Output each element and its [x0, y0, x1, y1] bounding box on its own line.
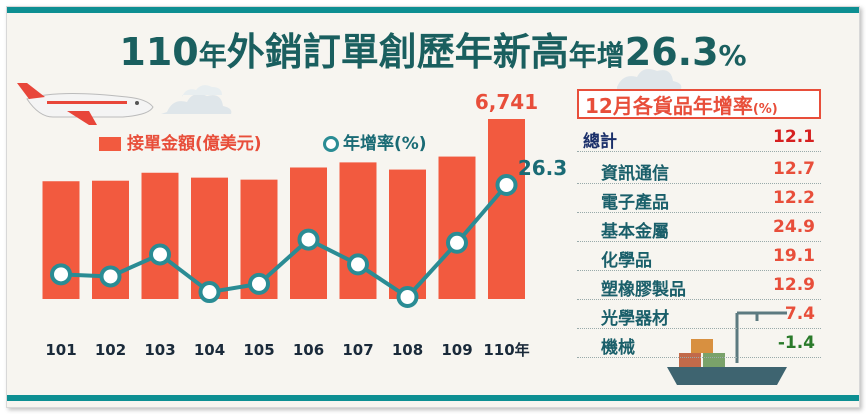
bar-data-label: 6,741 [475, 90, 538, 114]
row-value: 19.1 [773, 246, 815, 266]
x-tick-label: 108 [392, 341, 423, 359]
table-row: 總計 12.1 [577, 125, 821, 152]
line-data-label: 26.3 [518, 156, 567, 180]
panel-title-text: 12月各貨品年增率 [585, 94, 753, 118]
line-point [50, 263, 72, 286]
infographic-frame: 110年外銷訂單創歷年新高年增26.3% 接單金額(億美元) 年增率(%) 10… [6, 6, 860, 408]
bar [141, 172, 179, 299]
x-tick-label: 109 [441, 341, 472, 359]
x-tick-label: 103 [144, 341, 175, 359]
panel-title: 12月各貨品年增率(%) [577, 89, 821, 119]
x-tick-label: 107 [342, 341, 373, 359]
bar [339, 162, 377, 299]
x-tick-label: 101 [45, 341, 76, 359]
x-tick-label: 106 [293, 341, 324, 359]
row-label: 化學品 [601, 251, 652, 271]
line-point [99, 265, 122, 288]
row-value: 12.7 [773, 159, 815, 179]
row-label: 光學器材 [601, 309, 669, 329]
goods-growth-panel: 12月各貨品年增率(%) 總計 12.1 資訊通信 12.7 電子產品 12.2 基本… [577, 89, 821, 381]
legend-bar: 接單金額(億美元) [99, 129, 262, 154]
title-year: 110 [119, 30, 199, 74]
legend-line-marker [323, 136, 339, 152]
row-label: 塑橡膠製品 [601, 280, 686, 300]
row-label: 電子產品 [601, 193, 669, 213]
row-label: 總計 [583, 132, 617, 152]
row-label: 資訊通信 [601, 164, 669, 184]
bar [488, 119, 525, 299]
line-point [297, 228, 320, 251]
x-tick-label: 105 [243, 341, 274, 359]
table-row: 資訊通信 12.7 [577, 157, 821, 184]
cloud-icon [617, 69, 682, 89]
table-row: 化學品 19.1 [577, 244, 821, 271]
page-title: 110年外銷訂單創歷年新高年增26.3% [7, 21, 859, 76]
row-label: 基本金屬 [601, 222, 669, 242]
title-growth-label: 年增 [568, 39, 625, 72]
airplane-icon [17, 83, 232, 125]
table-row: 光學器材 7.4 [577, 302, 821, 329]
legend-bar-label: 接單金額(億美元) [127, 134, 262, 154]
bar [191, 177, 228, 299]
line-point [495, 174, 518, 196]
bottom-stripe [7, 395, 859, 401]
x-tick-label: 102 [95, 341, 126, 359]
title-year-suffix: 年 [198, 39, 227, 72]
cargo-ship-icon [667, 311, 787, 385]
legend-line-label: 年增率(%) [343, 134, 427, 154]
cloud-icon [161, 85, 232, 114]
line-point [248, 272, 270, 295]
panel-title-unit: (%) [752, 102, 778, 117]
title-growth-value: 26.3 [624, 30, 719, 74]
table-row: 基本金屬 24.9 [577, 215, 821, 242]
row-value: -1.4 [777, 333, 815, 353]
row-value: 24.9 [773, 217, 815, 237]
line-point [149, 243, 171, 266]
line-point [396, 286, 419, 308]
combo-chart: 101 102 103 104 105 106 107 108 109 110年 6,741 26.3 [42, 90, 567, 359]
row-label: 機械 [601, 338, 635, 358]
title-percent: % [718, 39, 747, 72]
x-tick-label: 104 [194, 341, 225, 359]
line-point [446, 231, 468, 254]
row-value: 12.2 [773, 188, 815, 208]
table-row: 機械 -1.4 [577, 331, 821, 358]
table-row: 電子產品 12.2 [577, 186, 821, 213]
series-line [60, 183, 509, 300]
line-point [198, 281, 221, 304]
title-main: 外銷訂單創歷年新高 [226, 30, 569, 74]
table-row: 塑橡膠製品 12.9 [577, 273, 821, 300]
row-value: 12.9 [773, 275, 815, 295]
x-tick-label: 110年 [483, 341, 529, 359]
legend-line: 年增率(%) [323, 129, 427, 154]
bar [389, 169, 426, 299]
line-point [347, 253, 369, 276]
legend-bar-swatch [99, 137, 121, 151]
row-value: 7.4 [784, 304, 815, 324]
top-stripe [7, 7, 859, 13]
row-value: 12.1 [773, 127, 815, 147]
